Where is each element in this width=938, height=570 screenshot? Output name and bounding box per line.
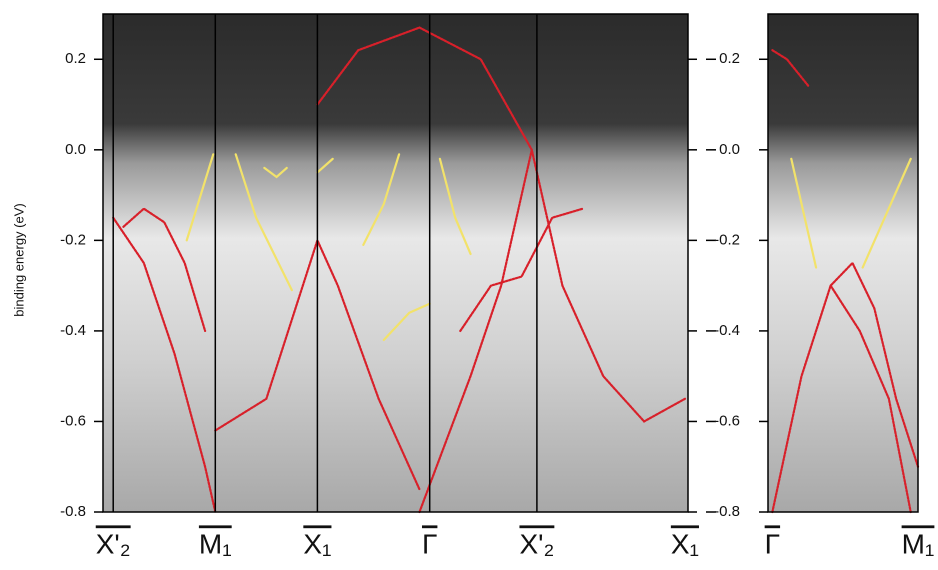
- y-tick-label: 0.0: [719, 141, 740, 158]
- spectrum-background: [103, 14, 688, 512]
- x-tick-label: X₁: [303, 528, 331, 559]
- band-line: [418, 149, 687, 514]
- y-tick-label: 0.2: [65, 50, 86, 67]
- band-line: [771, 49, 810, 88]
- band-line: [316, 157, 334, 174]
- x-tick-label: Γ: [765, 528, 780, 559]
- y-tick-label: -0.6: [60, 412, 86, 429]
- x-tick-label: X'₂: [519, 528, 554, 559]
- x-tick-label: X'₂: [96, 528, 131, 559]
- band-line: [214, 237, 421, 491]
- band-line: [382, 302, 431, 342]
- y-tick-label: 0.0: [65, 141, 86, 158]
- x-tick-label: X₁: [671, 528, 699, 559]
- y-tick-label: -0.8: [714, 503, 740, 520]
- y-tick-label: -0.4: [714, 322, 740, 339]
- band-line: [438, 157, 472, 256]
- y-tick-label: 0.2: [719, 50, 740, 67]
- x-tick-label: M₁: [199, 528, 232, 559]
- band-line: [234, 153, 293, 292]
- band-line: [790, 157, 818, 269]
- plot-frame: [767, 13, 919, 513]
- y-tick-label: -0.2: [714, 231, 740, 248]
- plot-frame: [102, 13, 689, 513]
- band-line: [362, 153, 401, 246]
- band-line: [771, 261, 920, 514]
- band-line: [316, 26, 533, 151]
- y-tick-label: -0.4: [60, 322, 86, 339]
- x-tick-label: Γ: [422, 528, 437, 559]
- spectrum-background: [768, 14, 918, 512]
- y-tick-label: -0.2: [60, 231, 86, 248]
- band-line: [459, 207, 584, 333]
- x-tick-label: M₁: [902, 528, 935, 559]
- y-tick-label: -0.8: [60, 503, 86, 520]
- band-line: [122, 207, 207, 333]
- band-line: [112, 216, 217, 514]
- y-tick-label: -0.6: [714, 412, 740, 429]
- band-line: [829, 284, 912, 514]
- band-line: [263, 166, 288, 179]
- band-line: [185, 153, 215, 242]
- band-line: [861, 157, 912, 269]
- y-axis-label: binding energy (eV): [11, 203, 26, 316]
